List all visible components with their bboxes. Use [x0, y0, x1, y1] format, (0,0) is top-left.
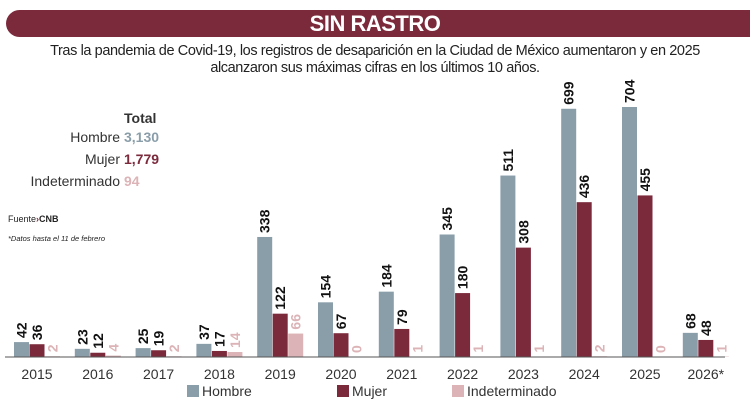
- x-tick-label: 2024: [569, 366, 600, 382]
- value-label: 1: [409, 345, 425, 353]
- value-label: 36: [29, 324, 45, 340]
- bar-indeterminado: [227, 352, 243, 357]
- x-tick-label: 2021: [386, 366, 417, 382]
- page-title: SIN RASTRO: [309, 11, 441, 36]
- legend-label: Hombre: [202, 383, 252, 399]
- bar-mujer: [211, 350, 227, 357]
- bar-hombre: [196, 343, 212, 357]
- x-tick-label: 2023: [508, 366, 539, 382]
- totals-heading: Total: [124, 110, 157, 126]
- value-label: 308: [515, 220, 531, 244]
- value-label: 2: [45, 344, 61, 352]
- value-label: 4: [105, 344, 121, 352]
- value-label: 68: [682, 313, 698, 329]
- title-banner: [6, 10, 750, 37]
- bar-mujer: [515, 247, 531, 357]
- value-label: 79: [394, 309, 410, 325]
- legend-swatch: [187, 385, 199, 397]
- value-label: 0: [349, 345, 365, 353]
- bar-hombre: [135, 348, 151, 357]
- value-label: 67: [333, 313, 349, 329]
- total-value: 1,779: [124, 151, 160, 167]
- bar-hombre: [318, 302, 333, 357]
- x-tick-label: 2016: [82, 366, 113, 382]
- value-label: 25: [135, 328, 151, 344]
- value-label: 37: [196, 324, 212, 340]
- bar-hombre: [682, 332, 698, 357]
- x-tick-label: 2025: [629, 366, 660, 382]
- bar-mujer: [576, 202, 592, 357]
- value-label: 2: [166, 344, 182, 352]
- value-label: 23: [74, 329, 90, 345]
- value-label: 455: [637, 168, 653, 192]
- value-label: 1: [470, 345, 486, 353]
- total-label: Indeterminado: [30, 173, 120, 189]
- value-label: 154: [318, 275, 334, 299]
- legend-swatch: [337, 385, 349, 397]
- bar-hombre: [439, 234, 455, 357]
- value-label: 48: [698, 320, 714, 336]
- x-tick-label: 2015: [21, 366, 52, 382]
- value-label: 345: [439, 207, 455, 231]
- value-label: 180: [455, 266, 471, 290]
- bar-hombre: [561, 108, 577, 357]
- value-label: 436: [576, 175, 592, 199]
- bar-mujer: [90, 352, 106, 357]
- x-tick-label: 2026*: [688, 366, 725, 382]
- bar-mujer: [637, 195, 653, 357]
- bar-mujer: [455, 293, 471, 357]
- bar-mujer: [151, 350, 167, 357]
- legend-swatch: [452, 385, 464, 397]
- x-tick-label: 2017: [143, 366, 174, 382]
- value-label: 699: [561, 81, 577, 105]
- legend-label: Mujer: [352, 383, 387, 399]
- bar-hombre: [622, 107, 637, 357]
- subtitle: Tras la pandemia de Covid-19, los regist…: [50, 43, 700, 76]
- total-label: Mujer: [84, 151, 120, 167]
- value-label: 1: [531, 345, 547, 353]
- value-label: 14: [227, 332, 243, 348]
- value-label: 184: [378, 264, 394, 288]
- value-label: 338: [257, 209, 273, 233]
- value-label: 2: [592, 344, 608, 352]
- bar-indeterminado: [105, 355, 121, 357]
- bar-mujer: [333, 333, 349, 357]
- legend-label: Indeterminado: [467, 383, 557, 399]
- bar-hombre: [378, 291, 394, 357]
- value-label: 1: [713, 345, 729, 353]
- value-label: 66: [288, 314, 304, 330]
- value-label: 511: [500, 149, 516, 172]
- bar-hombre: [257, 236, 273, 357]
- value-label: 0: [653, 345, 669, 353]
- value-label: 42: [14, 322, 30, 338]
- source-value: CNB: [39, 214, 59, 224]
- bar-mujer: [272, 313, 288, 357]
- source: Fuente›CNB: [8, 214, 59, 224]
- total-label: Hombre: [70, 129, 120, 145]
- x-tick-label: 2019: [265, 366, 296, 382]
- x-tick-label: 2020: [325, 366, 356, 382]
- total-value: 94: [124, 173, 140, 189]
- value-label: 12: [90, 333, 106, 349]
- bar-hombre: [500, 175, 516, 357]
- bar-mujer: [698, 339, 714, 357]
- value-label: 19: [151, 330, 167, 346]
- value-label: 17: [211, 331, 227, 347]
- bar-hombre: [74, 348, 90, 357]
- bar-mujer: [394, 328, 410, 357]
- bar-mujer: [29, 344, 45, 357]
- footnote: *Datos hasta el 11 de febrero: [8, 234, 106, 243]
- source-label: Fuente: [8, 214, 37, 224]
- bar-indeterminado: [288, 333, 304, 357]
- x-tick-label: 2018: [204, 366, 235, 382]
- value-label: 122: [272, 286, 288, 310]
- x-tick-label: 2022: [447, 366, 478, 382]
- total-value: 3,130: [124, 129, 160, 145]
- value-label: 704: [622, 79, 638, 103]
- bar-hombre: [14, 342, 29, 357]
